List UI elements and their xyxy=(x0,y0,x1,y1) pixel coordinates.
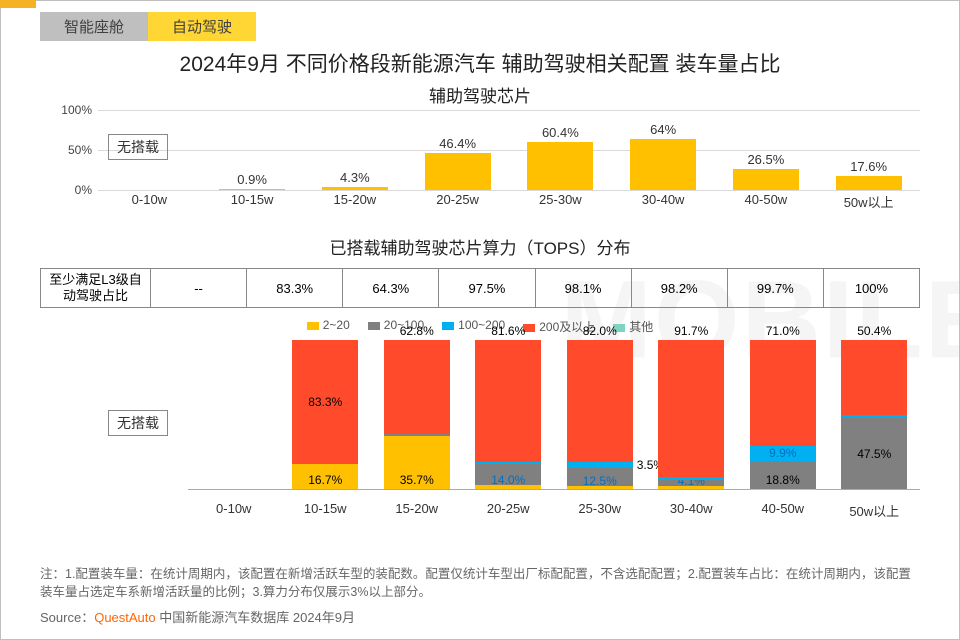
l3-cell: -- xyxy=(151,269,247,307)
bars-row: 0.9%4.3%46.4%60.4%64%26.5%17.6% xyxy=(98,110,920,190)
bar-slot: 0.9% xyxy=(201,110,304,190)
stacked-bars: 16.7%83.3%35.7%62.8%14.0%81.6%12.5%3.5%8… xyxy=(188,340,920,490)
tabs: 智能座舱 自动驾驶 xyxy=(40,12,256,41)
bar-slot: 17.6% xyxy=(817,110,920,190)
tab-smart-cabin[interactable]: 智能座舱 xyxy=(40,12,148,41)
bar-slot: 64% xyxy=(612,110,715,190)
ytick: 100% xyxy=(61,103,92,117)
bar-slot: 46.4% xyxy=(406,110,509,190)
l3-header: 至少满足L3级自动驾驶占比 xyxy=(41,269,151,307)
l3-cell: 64.3% xyxy=(343,269,439,307)
footnotes: 注：1.配置装车量：在统计周期内，该配置在新增活跃车型的装配数。配置仅统计车型出… xyxy=(40,565,920,603)
legend-item: 2~20 xyxy=(307,318,350,335)
l3-cell: 83.3% xyxy=(247,269,343,307)
x-labels: 0-10w10-15w15-20w20-25w25-30w30-40w40-50… xyxy=(98,192,920,211)
tab-auto-driving[interactable]: 自动驾驶 xyxy=(148,12,256,41)
stack-column: 14.0%81.6% xyxy=(463,340,555,489)
l3-cell: 98.2% xyxy=(632,269,728,307)
y-axis: 100% 50% 0% xyxy=(40,110,98,190)
stack-column: 12.5%3.5%82.0% xyxy=(554,340,646,489)
bar-slot: 60.4% xyxy=(509,110,612,190)
ytick: 0% xyxy=(75,183,92,197)
ytick: 50% xyxy=(68,143,92,157)
source-line: Source：QuestAuto 中国新能源汽车数据库 2024年9月 xyxy=(40,607,355,626)
bar-slot: 26.5% xyxy=(715,110,818,190)
l3-table: 至少满足L3级自动驾驶占比 -- 83.3% 64.3% 97.5% 98.1%… xyxy=(40,268,920,308)
l3-cell: 97.5% xyxy=(439,269,535,307)
l3-cell: 99.7% xyxy=(728,269,824,307)
stack-column: 18.8%9.9%71.0% xyxy=(737,340,829,489)
stack-column: 47.5%50.4% xyxy=(829,340,921,489)
no-equipped-badge-2: 无搭载 xyxy=(108,410,168,436)
stack-column: 16.7%83.3% xyxy=(280,340,372,489)
subtitle-tops: 已搭载辅助驾驶芯片算力（TOPS）分布 xyxy=(0,234,960,259)
l3-cell: 100% xyxy=(824,269,919,307)
source-prefix: Source： xyxy=(40,610,94,625)
stack-column: 4.1%91.7% xyxy=(646,340,738,489)
bar-chart-chip: 100% 50% 0% 无搭载 0.9%4.3%46.4%60.4%64%26.… xyxy=(40,110,920,220)
bar-slot: 4.3% xyxy=(304,110,407,190)
l3-cell: 98.1% xyxy=(536,269,632,307)
bar-slot xyxy=(98,110,201,190)
stack-column xyxy=(188,340,280,489)
gridline xyxy=(98,190,920,191)
source-brand: QuestAuto xyxy=(94,610,155,625)
subtitle-chip: 辅助驾驶芯片 xyxy=(0,82,960,107)
stacked-bar-chart: 无搭载 16.7%83.3%35.7%62.8%14.0%81.6%12.5%3… xyxy=(40,340,920,520)
stack-column: 35.7%62.8% xyxy=(371,340,463,489)
source-suffix: 中国新能源汽车数据库 2024年9月 xyxy=(156,610,355,625)
x-labels-2: 0-10w10-15w15-20w20-25w25-30w30-40w40-50… xyxy=(188,501,920,520)
page-title: 2024年9月 不同价格段新能源汽车 辅助驾驶相关配置 装车量占比 xyxy=(0,48,960,78)
accent-bar xyxy=(0,0,36,8)
